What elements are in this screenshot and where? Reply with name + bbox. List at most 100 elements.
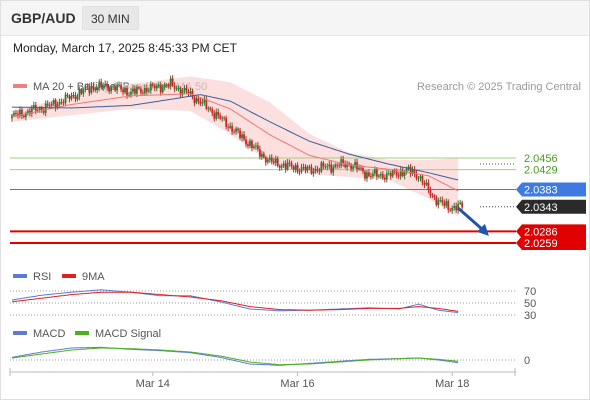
candle-body bbox=[332, 167, 335, 173]
candle-body bbox=[423, 183, 426, 185]
legend-swatch-macd bbox=[13, 331, 27, 335]
candle-body bbox=[270, 157, 273, 162]
candle-body bbox=[165, 84, 168, 86]
candle-body bbox=[22, 115, 25, 118]
candle-body bbox=[330, 164, 333, 173]
candle-body bbox=[278, 165, 281, 168]
candle-body bbox=[433, 195, 436, 197]
candle-body bbox=[306, 166, 309, 171]
candle-body bbox=[318, 170, 321, 172]
candle-body bbox=[179, 88, 182, 95]
candle-body bbox=[163, 84, 166, 88]
candle-body bbox=[266, 159, 269, 163]
candle-body bbox=[84, 86, 87, 90]
candle-body bbox=[411, 169, 414, 174]
candle-body bbox=[96, 88, 99, 91]
candle-body bbox=[403, 172, 406, 176]
candle-body bbox=[383, 177, 386, 180]
candle-body bbox=[366, 172, 368, 179]
candle-body bbox=[76, 96, 79, 100]
candle-body bbox=[379, 173, 382, 176]
candle-body bbox=[251, 140, 253, 149]
candle-body bbox=[233, 131, 235, 133]
candle-body bbox=[138, 87, 140, 89]
candle-body bbox=[346, 163, 349, 168]
candle-body bbox=[130, 91, 132, 95]
candle-body bbox=[282, 163, 285, 166]
forecast-arrow-head bbox=[476, 223, 489, 236]
candles-group bbox=[11, 75, 464, 214]
candle-body bbox=[314, 168, 317, 172]
price-tag-text-2-0286: 2.0286 bbox=[524, 226, 558, 238]
candle-body bbox=[68, 96, 71, 99]
candle-body bbox=[132, 88, 134, 92]
candle-body bbox=[413, 169, 416, 174]
price-tag-2-0259 bbox=[516, 236, 586, 251]
candle-body bbox=[419, 176, 422, 179]
candle-body bbox=[169, 78, 172, 87]
candle-body bbox=[360, 167, 362, 169]
candle-body bbox=[391, 170, 394, 177]
chart-header: GBP/AUD 30 MIN bbox=[0, 0, 590, 36]
candle-body bbox=[219, 115, 222, 119]
candle-body bbox=[211, 109, 214, 114]
candle-body bbox=[82, 89, 85, 94]
candle-body bbox=[284, 163, 287, 170]
candle-body bbox=[42, 109, 45, 113]
candle-body bbox=[173, 85, 176, 89]
candle-body bbox=[177, 88, 180, 89]
candle-body bbox=[52, 100, 55, 104]
candle-body bbox=[453, 205, 456, 208]
legend-label-macd: MACD bbox=[33, 328, 65, 340]
candle-body bbox=[354, 162, 356, 167]
candle-body bbox=[193, 97, 196, 103]
candle-body bbox=[427, 182, 430, 190]
candle-body bbox=[461, 202, 464, 208]
candle-body bbox=[118, 84, 120, 86]
candle-body bbox=[243, 134, 245, 140]
candle-body bbox=[253, 146, 255, 149]
candle-body bbox=[441, 199, 444, 203]
candle-body bbox=[102, 85, 105, 88]
legend-swatch-rsi bbox=[13, 274, 27, 278]
candle-body bbox=[36, 109, 39, 111]
candle-body bbox=[372, 173, 374, 177]
candle-body bbox=[399, 170, 402, 177]
candle-body bbox=[94, 88, 97, 91]
candle-body bbox=[425, 182, 428, 185]
candle-body bbox=[294, 165, 297, 170]
candle-body bbox=[449, 209, 452, 211]
candle-body bbox=[40, 107, 43, 110]
forecast-arrow-shaft bbox=[457, 206, 484, 231]
candle-body bbox=[151, 83, 154, 86]
candle-body bbox=[300, 167, 303, 172]
candle-body bbox=[70, 95, 73, 99]
candle-body bbox=[389, 173, 392, 177]
candle-body bbox=[189, 91, 192, 94]
candle-body bbox=[268, 157, 271, 160]
candle-body bbox=[237, 128, 239, 131]
candle-body bbox=[385, 173, 388, 180]
candle-body bbox=[264, 157, 267, 163]
candle-body bbox=[92, 85, 95, 89]
timeframe-button[interactable]: 30 MIN bbox=[82, 6, 139, 30]
candle-body bbox=[44, 103, 47, 113]
candle-body bbox=[46, 103, 49, 106]
candle-body bbox=[455, 205, 458, 211]
candle-body bbox=[362, 167, 364, 172]
candle-body bbox=[296, 165, 299, 172]
legend-label-rsi: RSI bbox=[33, 271, 51, 283]
candle-body bbox=[141, 92, 144, 94]
candle-body bbox=[124, 87, 126, 93]
candle-body bbox=[98, 81, 101, 89]
candle-body bbox=[364, 171, 366, 179]
candle-body bbox=[78, 89, 81, 97]
candle-body bbox=[114, 86, 117, 91]
candle-body bbox=[15, 112, 17, 114]
legend-swatch-rsi-9ma bbox=[62, 274, 76, 278]
candle-body bbox=[143, 88, 146, 94]
candle-body bbox=[344, 163, 347, 168]
candle-body bbox=[38, 107, 41, 110]
